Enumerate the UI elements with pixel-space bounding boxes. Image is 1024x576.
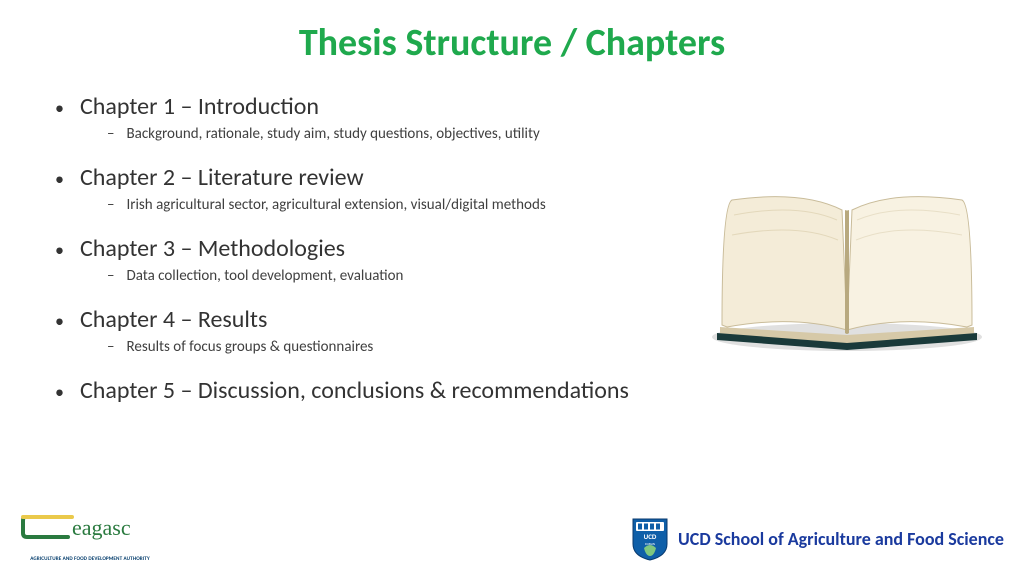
slide-title: Thesis Structure / Chapters bbox=[0, 0, 1024, 74]
ucd-shield-icon: UCD DUBLIN bbox=[630, 516, 670, 562]
dash-icon: – bbox=[107, 267, 114, 285]
chapter-heading: Chapter 3 – Methodologies bbox=[80, 234, 345, 263]
dash-icon: – bbox=[107, 125, 114, 143]
chapter-item: • Chapter 5 – Discussion, conclusions & r… bbox=[55, 376, 1024, 405]
bullet-icon: • bbox=[55, 97, 64, 119]
teagasc-subtitle: AGRICULTURE AND FOOD DEVELOPMENT AUTHORI… bbox=[20, 556, 160, 562]
chapter-subtext: Irish agricultural sector, agricultural … bbox=[126, 196, 545, 214]
bullet-icon: • bbox=[55, 381, 64, 403]
chapter-heading: Chapter 1 – Introduction bbox=[80, 92, 319, 121]
chapter-subtext: Background, rationale, study aim, study … bbox=[126, 125, 539, 143]
teagasc-logo: eagasc AGRICULTURE AND FOOD DEVELOPMENT … bbox=[20, 511, 160, 562]
chapter-subtext: Data collection, tool development, evalu… bbox=[126, 267, 403, 285]
ucd-logo-block: UCD DUBLIN UCD School of Agriculture and… bbox=[630, 516, 1004, 562]
footer: eagasc AGRICULTURE AND FOOD DEVELOPMENT … bbox=[0, 511, 1024, 562]
chapter-subtext: Results of focus groups & questionnaires bbox=[126, 338, 373, 356]
dash-icon: – bbox=[107, 338, 114, 356]
bullet-icon: • bbox=[55, 239, 64, 261]
teagasc-name: eagasc bbox=[72, 515, 131, 540]
bullet-icon: • bbox=[55, 310, 64, 332]
open-book-icon bbox=[702, 175, 992, 365]
dash-icon: – bbox=[107, 196, 114, 214]
chapter-item: • Chapter 1 – Introduction –Background, r… bbox=[55, 92, 1024, 143]
svg-text:UCD: UCD bbox=[644, 532, 657, 541]
chapter-heading: Chapter 2 – Literature review bbox=[80, 163, 364, 192]
bullet-icon: • bbox=[55, 168, 64, 190]
chapter-heading: Chapter 5 – Discussion, conclusions & re… bbox=[80, 376, 629, 405]
chapter-heading: Chapter 4 – Results bbox=[80, 305, 267, 334]
ucd-school-text: UCD School of Agriculture and Food Scien… bbox=[678, 528, 1004, 550]
